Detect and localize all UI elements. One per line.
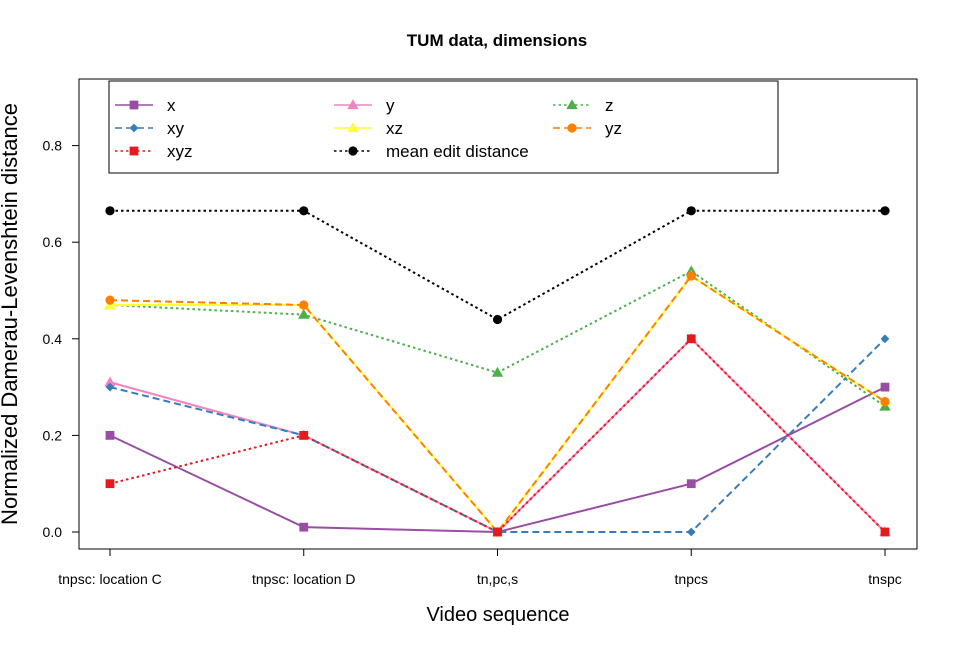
series-xy	[105, 334, 890, 537]
chart-title: TUM data, dimensions	[407, 31, 587, 50]
legend-item-xz: xz	[334, 119, 403, 138]
legend-marker	[567, 123, 577, 133]
data-point-xyz	[493, 527, 502, 537]
data-point-xyz	[880, 527, 890, 537]
series-x	[105, 382, 890, 537]
data-point-yz	[105, 295, 115, 305]
legend-marker	[566, 99, 578, 110]
x-axis: tnpsc: location C tnpsc: location D tn,pc,…	[58, 548, 902, 587]
series-mean-edit-distance	[105, 206, 890, 325]
x-axis-label: Video sequence	[426, 604, 569, 626]
data-point-xyz	[299, 430, 309, 440]
y-tick-label: 0.4	[43, 331, 63, 347]
data-point-x	[105, 430, 115, 440]
legend-marker	[347, 99, 359, 110]
legend-label: mean edit distance	[386, 142, 529, 161]
legend-label: z	[605, 96, 614, 115]
legend-item-yz: yz	[553, 119, 622, 138]
x-tick-label: tnpsc: location D	[252, 571, 356, 587]
data-point-mean-edit-distance	[105, 206, 115, 216]
legend-item-xyz: xyz	[115, 142, 193, 161]
legend-marker	[129, 100, 139, 110]
series-y	[104, 332, 891, 537]
legend-item-xy: xy	[115, 119, 185, 138]
legend-item-mean-edit-distance: mean edit distance	[334, 142, 529, 161]
legend-box	[108, 80, 779, 174]
data-point-yz	[686, 271, 696, 281]
data-point-x	[299, 522, 309, 532]
series-z	[104, 265, 891, 411]
x-tick-label: tnspc	[868, 571, 901, 587]
data-point-xyz	[686, 334, 696, 344]
data-point-x	[686, 479, 696, 489]
y-axis-label: Normalized Damerau-Levenshtein distance	[0, 103, 22, 525]
legend-marker	[129, 146, 139, 156]
legend-marker	[347, 122, 359, 133]
legend-label: xyz	[167, 142, 193, 161]
legend-label: y	[386, 96, 395, 115]
series-line-xz	[110, 274, 886, 534]
data-point-mean-edit-distance	[880, 206, 890, 216]
legend-item-y: y	[334, 96, 395, 115]
series-line-xy	[109, 338, 886, 533]
data-point-xy	[105, 382, 115, 392]
data-point-xy	[880, 334, 890, 344]
series-xz	[104, 270, 891, 537]
series-line-x	[109, 386, 886, 534]
y-tick-label: 0.8	[43, 138, 63, 154]
data-point-z	[298, 308, 310, 319]
data-point-mean-edit-distance	[299, 206, 309, 216]
legend-label: yz	[605, 119, 622, 138]
x-tick-label: tnpsc: location C	[58, 571, 162, 587]
legend-item-z: z	[553, 96, 614, 115]
data-point-mean-edit-distance	[686, 206, 696, 216]
data-point-yz	[299, 300, 309, 310]
legend-item-x: x	[115, 96, 176, 115]
x-tick-label: tnpcs	[675, 571, 708, 587]
y-tick-label: 0.2	[43, 427, 63, 443]
legend-label: x	[167, 96, 176, 115]
legend-marker	[348, 146, 358, 156]
data-point-mean-edit-distance	[492, 314, 503, 325]
legend: x xy xyz y xz mean edit distance z yz	[108, 80, 779, 174]
data-point-xy	[686, 527, 696, 537]
series-yz	[105, 271, 890, 537]
y-axis: 0.0 0.2 0.4 0.6 0.8	[43, 138, 80, 540]
data-point-yz	[880, 396, 890, 407]
legend-label: xz	[386, 119, 403, 138]
legend-label: xy	[167, 119, 185, 138]
x-tick-label: tn,pc,s	[477, 571, 518, 587]
y-tick-label: 0.6	[43, 234, 63, 250]
series-layer	[104, 206, 891, 537]
series-line-xyz	[109, 337, 886, 534]
data-point-x	[880, 382, 890, 392]
series-line-z	[109, 270, 886, 408]
series-xyz	[105, 334, 890, 537]
y-tick-label: 0.0	[43, 524, 63, 540]
data-point-xyz	[105, 479, 115, 489]
series-line-yz	[109, 274, 886, 534]
legend-marker	[129, 123, 139, 133]
data-point-z	[491, 366, 504, 377]
